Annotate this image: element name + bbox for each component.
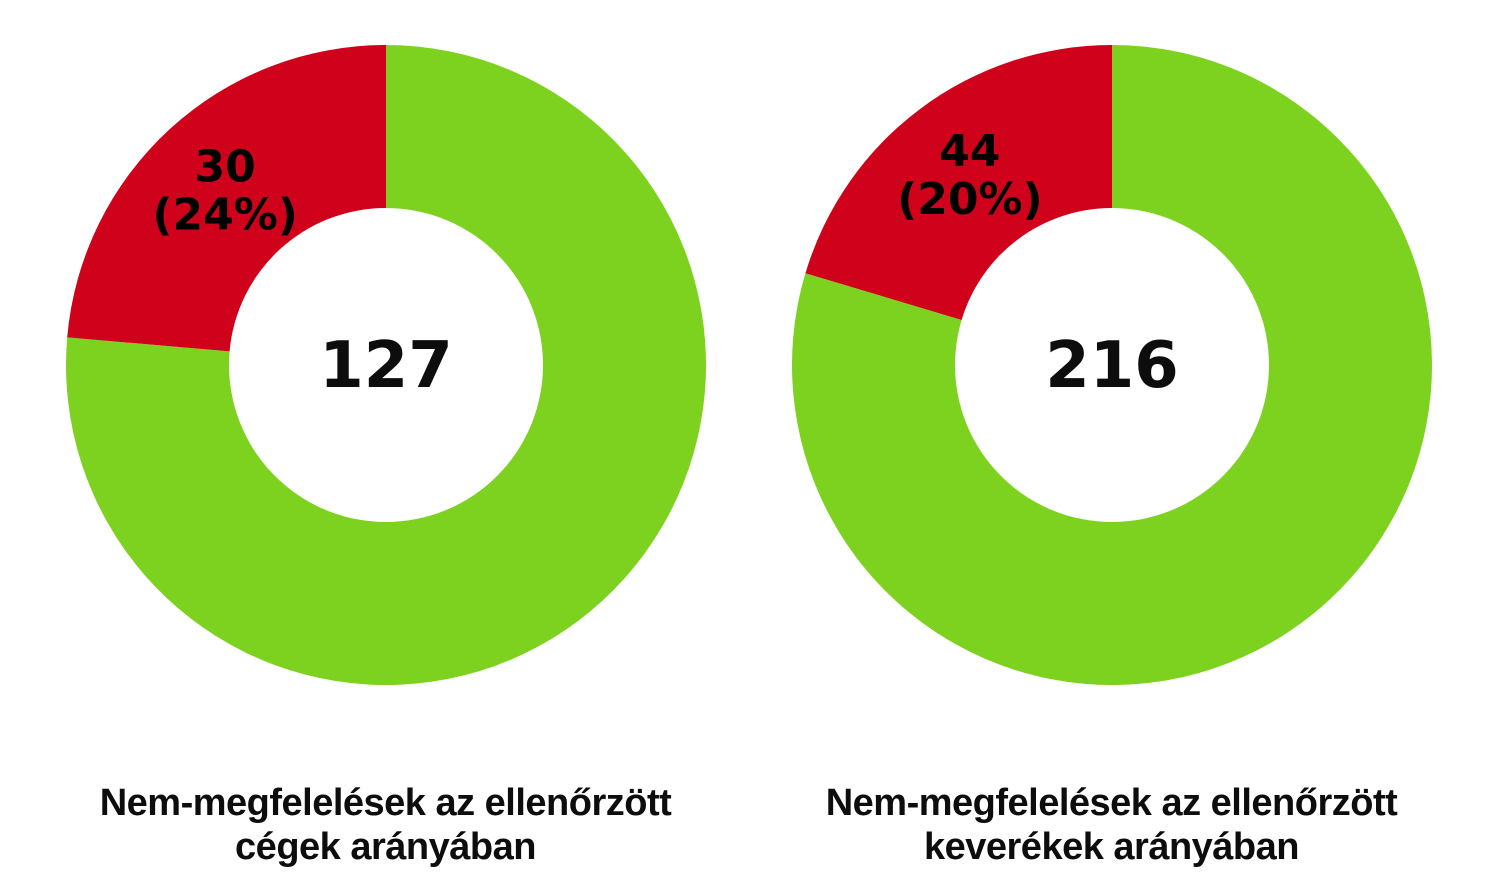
donut-center-total: 127 [319,329,453,403]
donut-companies-svg: 30 (24%) 127 [65,45,706,685]
donut-green-slice [791,45,1432,685]
donut-center-total: 216 [1045,329,1179,403]
charts-row: 30 (24%) 127 Nem-megfelelések az ellenőrzö… [65,45,1432,870]
donut-red-slice [804,45,1112,320]
slice-value-label: 44 (20%) [897,126,1043,225]
slice-value-label: 30 (24%) [152,142,298,241]
donut-chart-mixtures: 44 (20%) 216 Nem-megfelelések az ellenőrzö… [791,45,1432,870]
chart-caption-mixtures: Nem-megfelelések az ellenőrzött keveréke… [825,782,1398,869]
donut-red-slice [66,45,386,352]
donut-chart-companies: 30 (24%) 127 Nem-megfelelések az ellenőrzö… [65,45,706,870]
chart-caption-companies: Nem-megfelelések az ellenőrzött cégek ar… [99,782,672,869]
donut-green-slice [65,45,706,685]
donut-mixtures-svg: 44 (20%) 216 [791,45,1432,685]
